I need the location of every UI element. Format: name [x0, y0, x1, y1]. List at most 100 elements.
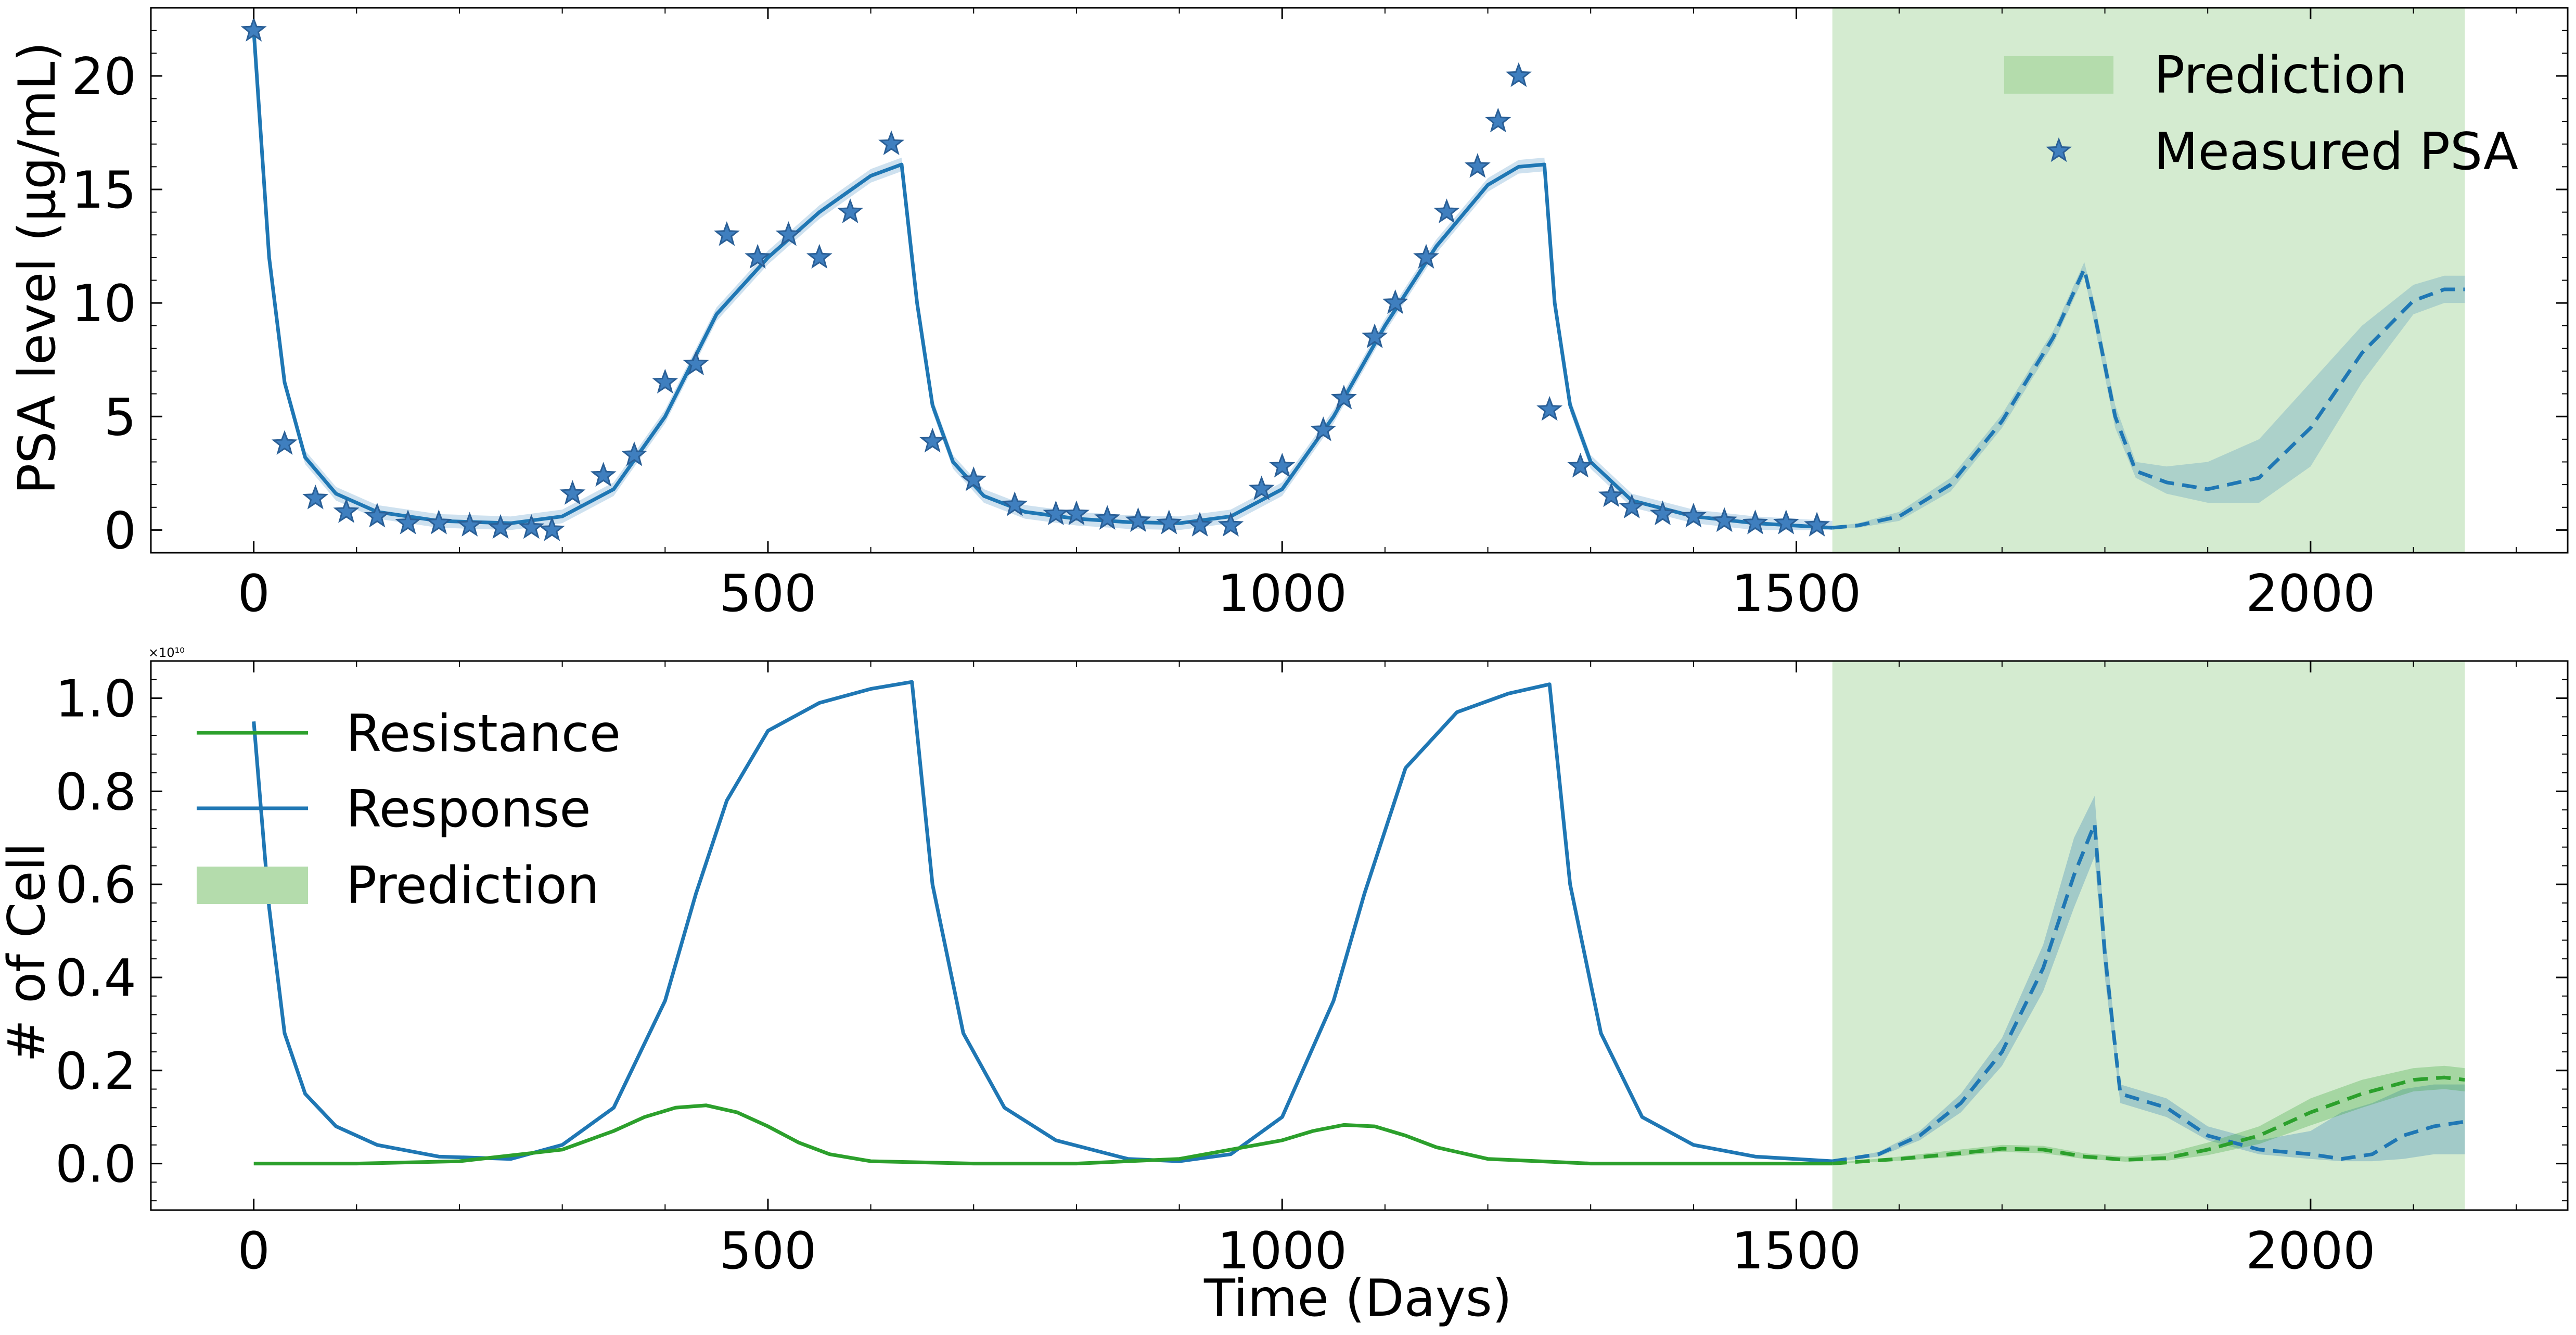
legend-swatch-prediction: [2004, 56, 2113, 94]
measured-psa-point: [1413, 244, 1439, 269]
measured-psa-point: [1330, 385, 1357, 410]
measured-psa-point: [1804, 512, 1830, 537]
measured-psa-point: [960, 466, 987, 491]
bottom-x-tick-label: 2000: [2246, 1222, 2375, 1281]
legend-star-marker: [2046, 137, 2072, 162]
measured-psa-point: [488, 514, 514, 539]
legend-label-response: Response: [346, 780, 591, 839]
top-y-tick-label: 0: [104, 501, 136, 561]
top-x-tick-label: 500: [719, 564, 816, 624]
top-axis-ticks: [150, 7, 2568, 553]
top-y-tick-label: 10: [71, 274, 136, 334]
x-axis-label: Time (Days): [1203, 1269, 1512, 1328]
bottom-y-tick-label: 0.0: [55, 1135, 136, 1194]
measured-psa-point: [395, 510, 421, 535]
top-y-tick-labels: 0 5 10 15 20: [71, 47, 136, 561]
bottom-uncertainty-bands: [1832, 796, 2465, 1164]
measured-psa-point: [1680, 502, 1707, 528]
bottom-y-tick-label: 0.4: [55, 949, 136, 1008]
measured-psa-point: [539, 516, 565, 541]
measured-psa-point: [1269, 452, 1296, 478]
response-series-line: [252, 680, 1832, 1163]
measured-psa-point: [456, 512, 483, 537]
bottom-offset-label: ×10¹⁰: [148, 645, 185, 660]
measured-psa-point: [878, 130, 905, 155]
bottom-y-tick-label: 0.2: [55, 1042, 136, 1101]
top-y-tick-label: 20: [71, 47, 136, 107]
cell-count-chart: 0 500 1000 1500 2000 0.0 0.2 0.4 0.6 0.8…: [0, 645, 2569, 1328]
resistance-prediction-band: [1832, 1065, 2465, 1164]
top-x-tick-label: 2000: [2246, 564, 2375, 624]
bottom-x-tick-labels: 0 500 1000 1500 2000: [237, 1222, 2375, 1281]
bottom-series-lines: [252, 680, 2465, 1166]
measured-psa-point: [302, 485, 329, 510]
legend-label-prediction: Prediction: [2154, 46, 2407, 105]
measured-psa-point: [1649, 500, 1676, 526]
bottom-x-tick-label: 500: [719, 1222, 816, 1281]
resistance-prediction-line: [1832, 1075, 2465, 1166]
measured-psa-point: [590, 462, 617, 487]
measured-psa-point: [1433, 198, 1460, 223]
measured-psa-point: [1125, 507, 1151, 532]
bottom-axis-ticks: [150, 661, 2568, 1210]
measured-psa-point: [1156, 510, 1182, 535]
measured-psa-point: [1362, 323, 1388, 348]
measured-psa-point: [621, 441, 647, 466]
resistance-series-line: [253, 1103, 1832, 1166]
bottom-x-tick-label: 1000: [1217, 1222, 1347, 1281]
psa-chart: 0 500 1000 1500 2000 0 5 10 15 20 PSA le…: [8, 7, 2569, 624]
measured-psa-point: [1505, 62, 1532, 87]
measured-psa-point: [1742, 510, 1768, 535]
measured-psa-point: [1567, 452, 1594, 478]
bottom-prediction-region: [1832, 661, 2465, 1210]
legend-label-measured-psa: Measured PSA: [2154, 122, 2518, 182]
top-measured-markers: [240, 17, 1830, 541]
measured-psa-point: [1187, 512, 1213, 537]
top-uncertainty-bands: [253, 23, 2465, 530]
measured-psa-point: [919, 427, 946, 453]
measured-psa-point: [1464, 153, 1491, 178]
prediction-uncertainty-band: [1832, 262, 2465, 529]
top-x-tick-label: 0: [237, 564, 270, 624]
measured-psa-point: [1711, 507, 1738, 532]
measured-psa-point: [1619, 493, 1645, 518]
measured-psa-point: [333, 498, 360, 523]
top-x-tick-label: 1000: [1217, 564, 1347, 624]
measured-psa-point: [1063, 500, 1090, 526]
measured-psa-point: [271, 430, 298, 455]
measured-psa-point: [683, 350, 709, 376]
measured-psa-point: [426, 510, 452, 535]
bottom-axes-frame: [150, 660, 2569, 1211]
measured-psa-point: [806, 244, 832, 269]
measured-psa-point: [364, 502, 390, 528]
top-x-tick-label: 1500: [1732, 564, 1861, 624]
top-legend: Prediction Measured PSA: [2004, 46, 2518, 182]
measured-psa-point: [1043, 500, 1069, 526]
measured-psa-point: [713, 221, 740, 246]
legend-label-prediction: Prediction: [346, 856, 599, 916]
bottom-y-tick-label: 1.0: [55, 670, 136, 729]
measured-psa-point: [1094, 505, 1121, 530]
psa-prediction-line: [1832, 263, 2465, 530]
bottom-y-axis-label: # of Cell: [0, 843, 57, 1062]
bottom-x-tick-label: 1500: [1732, 1222, 1861, 1281]
measured-psa-point: [1310, 416, 1337, 441]
response-prediction-line: [1832, 823, 2465, 1163]
measured-psa-point: [1598, 482, 1624, 507]
measured-psa-point: [240, 17, 267, 42]
measured-psa-point: [1485, 107, 1511, 133]
response-prediction-band: [1832, 796, 2465, 1162]
measured-psa-point: [518, 514, 545, 539]
measured-psa-point: [1002, 491, 1028, 516]
bottom-y-tick-label: 0.6: [55, 856, 136, 915]
prediction-region: [1832, 8, 2465, 553]
measured-psa-point: [1773, 510, 1799, 535]
measured-psa-point: [1536, 396, 1563, 421]
bottom-x-tick-label: 0: [237, 1222, 270, 1281]
top-prediction-region: [1832, 8, 2465, 553]
measured-psa-point: [775, 221, 802, 246]
legend-swatch-prediction: [197, 867, 308, 904]
legend-label-resistance: Resistance: [346, 704, 621, 764]
bottom-y-tick-label: 0.8: [55, 762, 136, 822]
